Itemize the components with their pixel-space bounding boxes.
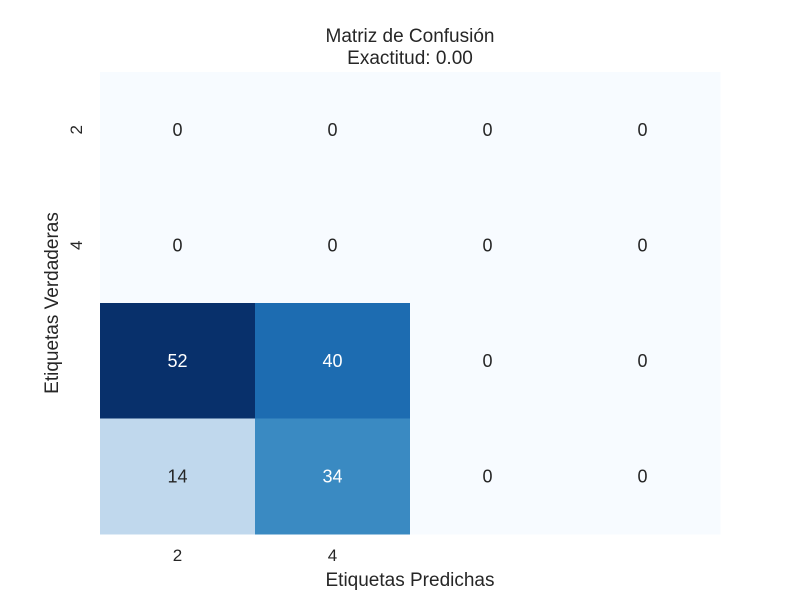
heatmap-cell-r2-c1 (255, 303, 411, 419)
chart-title-line-1: Matriz de Confusión (326, 26, 495, 47)
y-tick-label-0: 2 (67, 125, 86, 134)
cell-value-r0-c2: 0 (482, 120, 492, 140)
cell-value-r1-c3: 0 (637, 235, 647, 255)
cell-value-r2-c1: 40 (322, 351, 342, 371)
heatmap-cell-r3-c2 (410, 418, 566, 535)
y-axis-label: Etiquetas Verdaderas (42, 212, 63, 394)
heatmap-cell-r3-c1 (255, 418, 411, 535)
x-tick-label-1: 4 (328, 546, 337, 565)
cell-value-r0-c1: 0 (327, 120, 337, 140)
cell-value-r3-c3: 0 (637, 466, 647, 486)
heatmap-cells (100, 72, 721, 535)
y-tick-label-1: 4 (67, 241, 86, 250)
cell-value-r2-c3: 0 (637, 351, 647, 371)
cell-value-r1-c0: 0 (172, 235, 182, 255)
cell-value-r1-c1: 0 (327, 235, 337, 255)
heatmap-cell-r0-c0 (100, 72, 256, 188)
cell-value-r2-c2: 0 (482, 351, 492, 371)
heatmap-cell-r2-c2 (410, 303, 566, 419)
cell-value-r3-c1: 34 (322, 466, 342, 486)
x-tick-label-0: 2 (173, 546, 182, 565)
cell-value-r3-c2: 0 (482, 466, 492, 486)
heatmap-cell-r3-c3 (565, 418, 721, 535)
heatmap-cell-labels: 0 0 0 0 0 0 0 0 52 40 0 0 14 34 0 0 (167, 120, 647, 487)
heatmap-cell-r0-c1 (255, 72, 411, 188)
cell-value-r0-c0: 0 (172, 120, 182, 140)
heatmap-cell-r1-c1 (255, 187, 411, 304)
x-axis-label: Etiquetas Predichas (326, 570, 495, 591)
y-axis-tick-labels: 24 (67, 125, 86, 250)
heatmap-cell-r1-c3 (565, 187, 721, 304)
heatmap-cell-r1-c2 (410, 187, 566, 304)
heatmap-cell-r1-c0 (100, 187, 256, 304)
cell-value-r2-c0: 52 (167, 351, 187, 371)
heatmap-cell-r0-c2 (410, 72, 566, 188)
chart-title-line-2: Exactitud: 0.00 (347, 48, 473, 69)
cell-value-r3-c0: 14 (167, 466, 187, 486)
heatmap-cell-r3-c0 (100, 418, 256, 535)
cell-value-r0-c3: 0 (637, 120, 647, 140)
heatmap-cell-r0-c3 (565, 72, 721, 188)
heatmap-cell-r2-c3 (565, 303, 721, 419)
heatmap-cell-r2-c0 (100, 303, 256, 419)
cell-value-r1-c2: 0 (482, 235, 492, 255)
